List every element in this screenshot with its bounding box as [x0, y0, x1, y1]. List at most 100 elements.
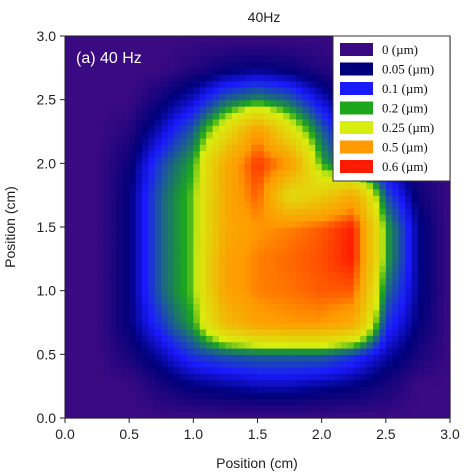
heatmap-cell	[411, 246, 419, 254]
heatmap-cell	[263, 233, 271, 241]
heatmap-cell	[411, 201, 419, 209]
heatmap-cell	[417, 233, 425, 241]
heatmap-cell	[437, 207, 445, 215]
heatmap-cell	[97, 386, 105, 394]
heatmap-cell	[193, 182, 201, 190]
heatmap-cell	[116, 233, 124, 241]
heatmap-cell	[206, 373, 214, 381]
heatmap-cell	[142, 271, 150, 279]
heatmap-cell	[263, 137, 271, 145]
heatmap-cell	[71, 309, 79, 317]
heatmap-cell	[296, 341, 304, 349]
heatmap-cell	[443, 246, 451, 254]
heatmap-cell	[122, 169, 130, 177]
heatmap-cell	[251, 360, 259, 368]
heatmap-cell	[347, 354, 355, 362]
heatmap-cell	[109, 80, 117, 88]
heatmap-cell	[437, 354, 445, 362]
heatmap-cell	[129, 74, 137, 82]
heatmap-cell	[161, 144, 169, 152]
heatmap-cell	[167, 150, 175, 158]
heatmap-cell	[263, 328, 271, 336]
heatmap-cell	[238, 150, 246, 158]
heatmap-cell	[424, 227, 432, 234]
heatmap-cell	[360, 271, 368, 279]
heatmap-cell	[231, 284, 239, 292]
heatmap-cell	[321, 207, 329, 215]
heatmap-cell	[276, 169, 284, 177]
heatmap-cell	[167, 258, 175, 266]
heatmap-cell	[142, 188, 150, 196]
heatmap-cell	[231, 335, 239, 343]
heatmap-cell	[199, 322, 207, 330]
heatmap-cell	[219, 246, 227, 254]
heatmap-cell	[71, 284, 79, 292]
heatmap-cell	[65, 188, 73, 196]
heatmap-cell	[263, 42, 271, 50]
heatmap-cell	[315, 144, 323, 152]
heatmap-cell	[270, 182, 278, 190]
heatmap-cell	[199, 36, 207, 43]
heatmap-cell	[424, 360, 432, 368]
heatmap-cell	[167, 290, 175, 298]
heatmap-cell	[167, 176, 175, 184]
heatmap-cell	[77, 55, 85, 63]
heatmap-cell	[289, 252, 297, 260]
heatmap-cell	[103, 112, 111, 120]
heatmap-cell	[103, 392, 111, 400]
heatmap-cell	[398, 373, 406, 381]
heatmap-cell	[142, 354, 150, 362]
heatmap-cell	[340, 246, 348, 254]
heatmap-cell	[167, 347, 175, 355]
heatmap-cell	[257, 392, 265, 400]
heatmap-cell	[257, 137, 265, 145]
heatmap-cell	[251, 125, 259, 133]
heatmap-cell	[180, 405, 188, 413]
heatmap-cell	[276, 271, 284, 279]
heatmap-cell	[186, 137, 194, 145]
heatmap-cell	[373, 335, 381, 343]
heatmap-cell	[283, 125, 291, 133]
heatmap-cell	[411, 252, 419, 260]
heatmap-cell	[315, 118, 323, 126]
heatmap-cell	[263, 354, 271, 362]
heatmap-cell	[424, 405, 432, 413]
heatmap-cell	[270, 398, 278, 406]
heatmap-cell	[334, 271, 342, 279]
heatmap-cell	[328, 411, 336, 419]
heatmap-cell	[251, 258, 259, 266]
heatmap-cell	[225, 220, 233, 228]
heatmap-cell	[270, 386, 278, 394]
heatmap-cell	[180, 201, 188, 209]
heatmap-cell	[411, 309, 419, 317]
heatmap-cell	[103, 163, 111, 171]
heatmap-cell	[206, 144, 214, 152]
heatmap-cell	[97, 290, 105, 298]
heatmap-cell	[161, 347, 169, 355]
heatmap-cell	[225, 367, 233, 375]
heatmap-cell	[193, 265, 201, 273]
heatmap-cell	[360, 411, 368, 419]
heatmap-cell	[212, 297, 220, 304]
heatmap-cell	[199, 176, 207, 184]
heatmap-cell	[385, 335, 393, 343]
heatmap-cell	[353, 227, 361, 234]
heatmap-cell	[437, 328, 445, 336]
heatmap-cell	[244, 207, 252, 215]
heatmap-cell	[199, 341, 207, 349]
heatmap-cell	[199, 392, 207, 400]
heatmap-cell	[116, 227, 124, 234]
heatmap-cell	[379, 233, 387, 241]
heatmap-cell	[424, 386, 432, 394]
heatmap-cell	[142, 398, 150, 406]
heatmap-cell	[308, 335, 316, 343]
heatmap-cell	[308, 309, 316, 317]
heatmap-cell	[161, 303, 169, 311]
heatmap-cell	[109, 131, 117, 139]
heatmap-cell	[251, 55, 259, 63]
heatmap-cell	[199, 93, 207, 101]
heatmap-cell	[174, 303, 182, 311]
heatmap-cell	[289, 373, 297, 381]
y-tick-label: 2.0	[37, 155, 57, 171]
